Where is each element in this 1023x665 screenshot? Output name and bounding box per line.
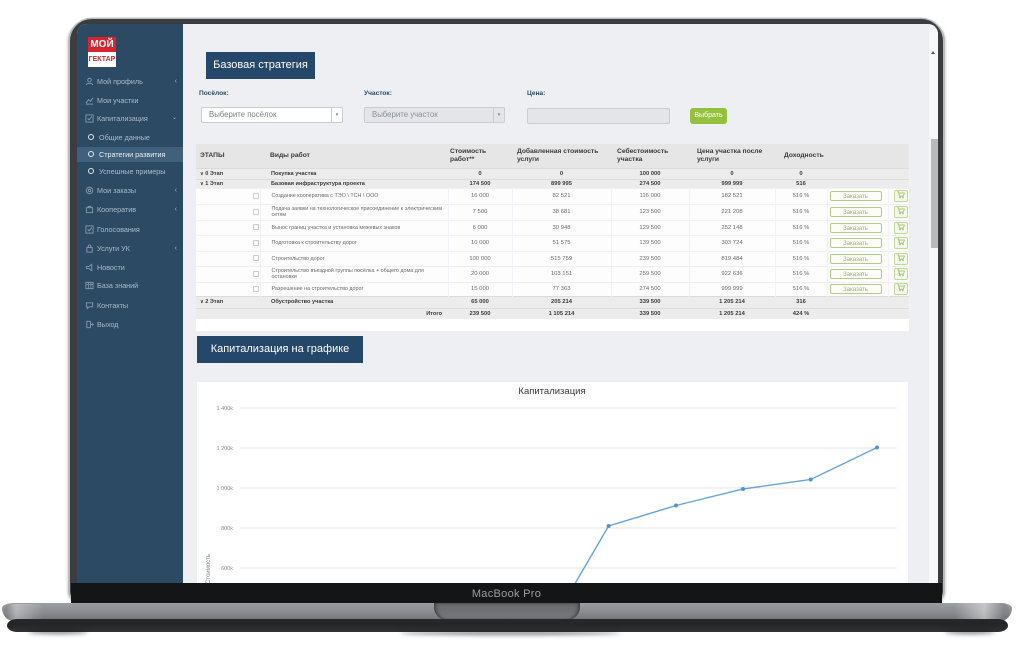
svg-text:1 200k: 1 200k: [216, 446, 233, 452]
svg-text:Капитализация: Капитализация: [518, 386, 585, 397]
svg-text:800k: 800k: [221, 526, 233, 532]
svg-text:Стоимость: Стоимость: [206, 554, 212, 583]
svg-text:1 400k: 1 400k: [216, 406, 233, 412]
svg-text:1 000k: 1 000k: [216, 486, 233, 492]
svg-text:600k: 600k: [221, 566, 233, 572]
